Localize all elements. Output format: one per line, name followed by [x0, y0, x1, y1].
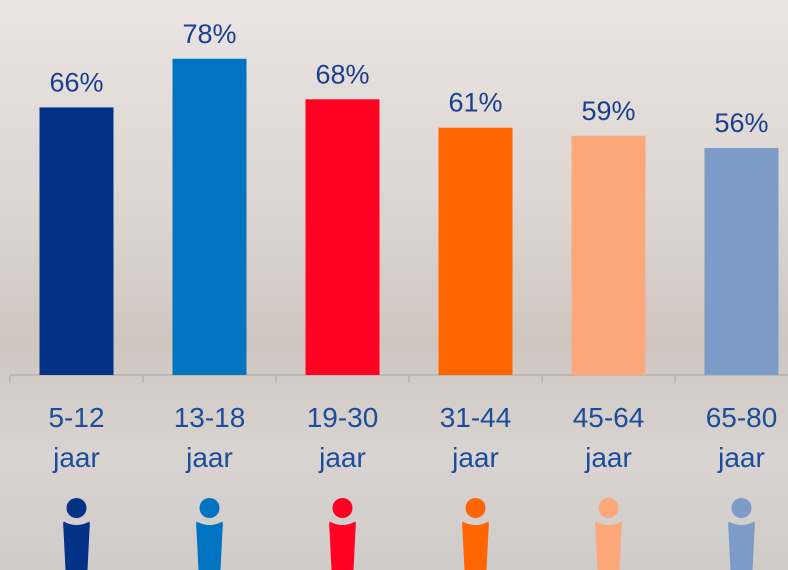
value-label: 56% [714, 108, 768, 138]
x-tick-label: 5-12 jaar [48, 402, 105, 473]
x-tick-label: 65-80 jaar [705, 402, 778, 473]
x-tick-label: 19-30 jaar [306, 402, 379, 473]
value-label: 59% [581, 96, 635, 126]
value-label: 78% [182, 19, 236, 49]
x-tick-label: 31-44 jaar [439, 402, 512, 473]
x-tick-label: 45-64 jaar [572, 402, 645, 473]
bar [172, 58, 247, 376]
bar [704, 147, 779, 375]
person-head [332, 498, 353, 518]
person-body [462, 521, 489, 570]
bar [305, 99, 380, 375]
bar [39, 107, 114, 376]
person-head [66, 498, 87, 518]
person-head [465, 498, 486, 518]
person-body [595, 521, 622, 570]
person-body [329, 521, 356, 570]
bar [571, 135, 646, 375]
value-label: 61% [448, 88, 502, 118]
person-body [728, 521, 755, 570]
person-head [598, 498, 619, 518]
value-label: 68% [315, 59, 369, 89]
person-head [199, 498, 220, 518]
x-tick-label: 13-18 jaar [173, 402, 246, 473]
bar [438, 127, 513, 375]
person-body [63, 521, 90, 570]
value-label: 66% [49, 67, 103, 97]
person-body [196, 521, 223, 570]
person-head [731, 498, 752, 518]
